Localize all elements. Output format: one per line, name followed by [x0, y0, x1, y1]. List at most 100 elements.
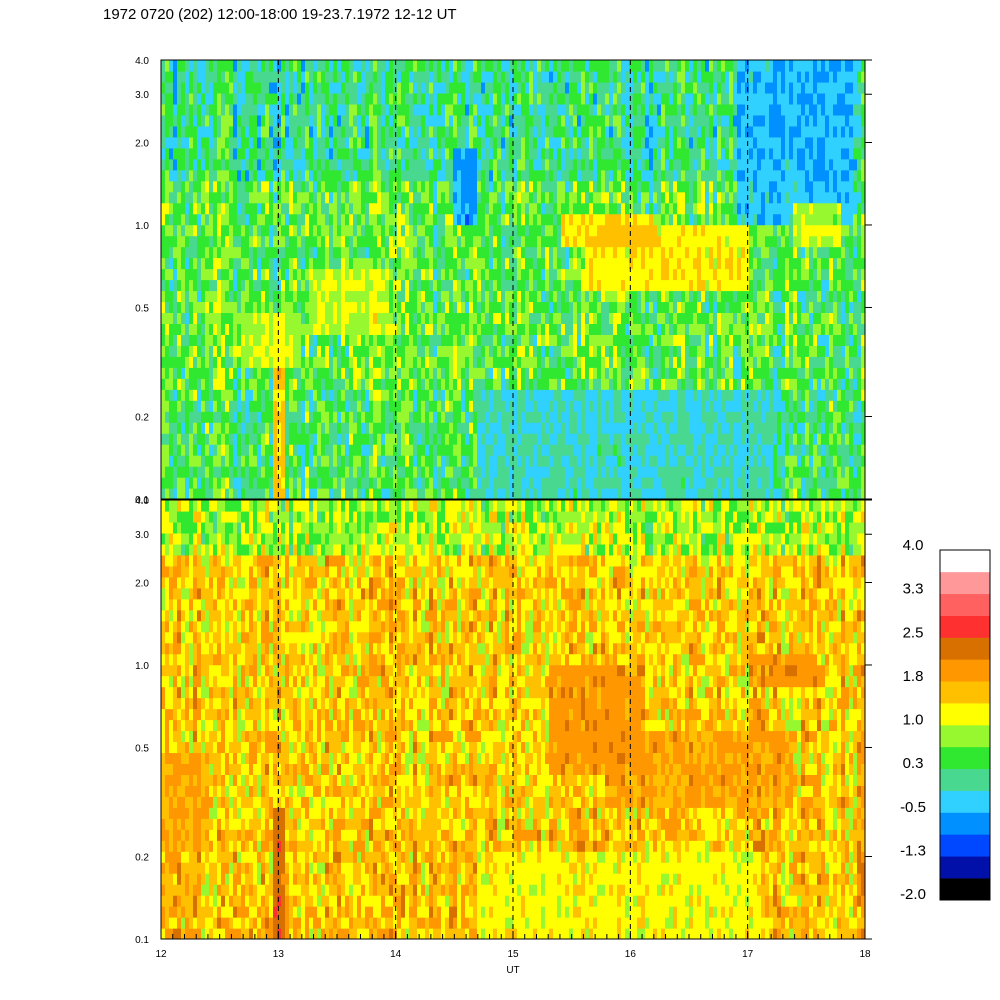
heatmap-cell [177, 158, 182, 171]
heatmap-cell [473, 334, 478, 346]
heatmap-cell [321, 114, 326, 127]
heatmap-cell [205, 488, 210, 499]
heatmap-cell [593, 224, 598, 237]
heatmap-cell [229, 246, 234, 259]
heatmap-cell [529, 301, 534, 314]
heatmap-cell [637, 334, 642, 346]
heatmap-cell [649, 279, 654, 292]
heatmap-cell [229, 92, 234, 105]
heatmap-cell [261, 334, 266, 346]
heatmap-cell [577, 180, 582, 193]
heatmap-cell [461, 246, 466, 259]
heatmap-cell [385, 279, 390, 292]
heatmap-cell [597, 246, 602, 259]
heatmap-cell [601, 268, 606, 281]
heatmap-cell [333, 422, 338, 434]
heatmap-cell [425, 301, 430, 314]
heatmap-cell [581, 356, 586, 368]
heatmap-cell [161, 136, 166, 149]
heatmap-cell [477, 411, 482, 423]
heatmap-cell [261, 235, 266, 248]
heatmap-cell [557, 477, 562, 489]
heatmap-cell [573, 290, 578, 303]
heatmap-cell [225, 334, 230, 346]
heatmap-cell [569, 455, 574, 467]
heatmap-cell [269, 455, 274, 467]
heatmap-cell [405, 312, 410, 324]
heatmap-cell [377, 235, 382, 248]
heatmap-cell [517, 235, 522, 248]
heatmap-cell [637, 125, 642, 138]
heatmap-cell [485, 356, 490, 368]
heatmap-cell [245, 136, 250, 149]
heatmap-cell [217, 158, 222, 171]
heatmap-cell [401, 389, 406, 401]
heatmap-cell [589, 367, 594, 379]
heatmap-cell [233, 400, 238, 412]
heatmap-cell [241, 466, 246, 478]
heatmap-cell [513, 345, 518, 357]
heatmap-cell [653, 202, 658, 215]
heatmap-cell [433, 202, 438, 215]
heatmap-cell [561, 103, 566, 116]
heatmap-cell [369, 202, 374, 215]
heatmap-cell [389, 334, 394, 346]
heatmap-cell [529, 466, 534, 478]
heatmap-cell [537, 92, 542, 105]
heatmap-cell [501, 224, 506, 237]
heatmap-cell [225, 312, 230, 324]
heatmap-cell [449, 323, 454, 335]
heatmap-cell [365, 125, 370, 138]
heatmap-cell [277, 279, 282, 292]
heatmap-cell [633, 257, 638, 270]
heatmap-cell [333, 400, 338, 412]
heatmap-cell [289, 224, 294, 237]
heatmap-cell [193, 488, 198, 499]
heatmap-cell [237, 202, 242, 215]
heatmap-cell [377, 400, 382, 412]
heatmap-cell [365, 202, 370, 215]
heatmap-cell [357, 279, 362, 292]
heatmap-cell [425, 147, 430, 160]
heatmap-cell [449, 389, 454, 401]
heatmap-cell [309, 389, 314, 401]
heatmap-cell [533, 455, 538, 467]
heatmap-cell [497, 136, 502, 149]
heatmap-cell [561, 477, 566, 489]
heatmap-cell [489, 433, 494, 445]
heatmap-cell [549, 301, 554, 314]
heatmap-cell [485, 455, 490, 467]
heatmap-cell [485, 213, 490, 226]
heatmap-cell [465, 70, 470, 83]
heatmap-cell [337, 367, 342, 379]
heatmap-cell [645, 191, 650, 204]
heatmap-cell [441, 290, 446, 303]
heatmap-cell [233, 191, 238, 204]
heatmap-cell [585, 378, 590, 390]
heatmap-cell [577, 169, 582, 182]
heatmap-cell [493, 257, 498, 270]
heatmap-cell [593, 411, 598, 423]
heatmap-cell [425, 378, 430, 390]
heatmap-cell [345, 422, 350, 434]
heatmap-cell [601, 70, 606, 83]
heatmap-cell [337, 158, 342, 171]
heatmap-cell [189, 301, 194, 314]
heatmap-cell [233, 70, 238, 83]
heatmap-cell [393, 367, 398, 379]
heatmap-cell [165, 103, 170, 116]
heatmap-cell [293, 257, 298, 270]
heatmap-cell [273, 257, 278, 270]
heatmap-cell [553, 125, 558, 138]
heatmap-cell [585, 422, 590, 434]
heatmap-cell [377, 191, 382, 204]
heatmap-cell [245, 433, 250, 445]
heatmap-cell [421, 433, 426, 445]
heatmap-cell [397, 103, 402, 116]
heatmap-cell [257, 70, 262, 83]
heatmap-cell [385, 213, 390, 226]
heatmap-cell [625, 235, 630, 248]
heatmap-cell [325, 70, 330, 83]
heatmap-cell [441, 81, 446, 94]
heatmap-cell [225, 114, 230, 127]
